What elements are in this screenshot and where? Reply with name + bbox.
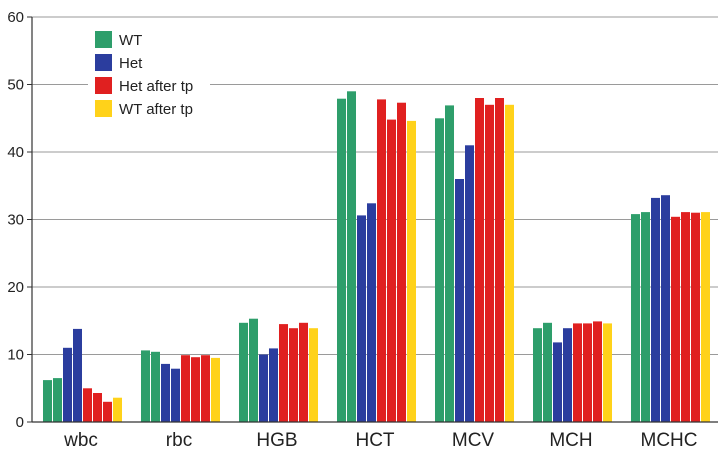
bar-MCV-het	[455, 179, 464, 422]
bar-MCHC-wt-after-tp	[701, 212, 710, 422]
bar-HCT-wt-after-tp	[407, 120, 416, 423]
bar-HCT-wt	[337, 98, 346, 422]
x-category-label: HGB	[256, 430, 297, 451]
bar-MCV-wt	[435, 118, 444, 423]
legend-swatch-wt-after-tp	[95, 100, 112, 117]
x-category-label: MCHC	[641, 430, 698, 451]
bar-wbc-het-after-tp	[103, 401, 112, 423]
bar-rbc-het-after-tp	[201, 355, 210, 422]
bar-wbc-het	[73, 328, 82, 422]
bar-rbc-het	[171, 368, 180, 422]
bar-MCHC-het-after-tp	[691, 212, 700, 422]
bar-MCHC-wt	[641, 212, 650, 422]
bar-MCH-wt-after-tp	[603, 323, 612, 422]
bar-HGB-wt	[249, 318, 258, 422]
bar-MCV-het	[465, 145, 474, 423]
bar-HGB-het-after-tp	[299, 322, 308, 422]
legend: WT Het Het after tp WT after tp	[88, 28, 210, 150]
bar-wbc-wt-after-tp	[113, 397, 122, 422]
legend-swatch-het	[95, 54, 112, 71]
bar-wbc-het-after-tp	[93, 393, 102, 422]
legend-swatch-het-after-tp	[95, 77, 112, 94]
bar-wbc-wt	[43, 380, 52, 422]
bar-MCHC-wt	[631, 214, 640, 422]
bar-MCHC-het	[661, 195, 670, 422]
y-tick-label: 60	[7, 9, 24, 26]
bar-HCT-wt	[347, 91, 356, 423]
bar-rbc-het-after-tp	[191, 357, 200, 422]
bar-HCT-het	[357, 215, 366, 422]
x-category-label: MCH	[549, 430, 592, 451]
bar-rbc-het	[161, 363, 170, 422]
bar-rbc-het-after-tp	[181, 355, 190, 422]
y-tick-label: 0	[16, 414, 24, 431]
bar-MCV-wt-after-tp	[505, 104, 514, 423]
bar-rbc-wt	[141, 350, 150, 422]
x-category-label: wbc	[63, 430, 98, 451]
bar-MCV-het-after-tp	[495, 98, 504, 422]
y-tick-label: 40	[7, 144, 24, 161]
bar-MCV-het-after-tp	[485, 104, 494, 423]
bar-MCHC-het-after-tp	[671, 216, 680, 422]
bar-HCT-het-after-tp	[397, 102, 406, 422]
y-tick-label: 30	[7, 212, 24, 229]
bar-MCHC-het	[651, 197, 660, 422]
bar-wbc-het-after-tp	[83, 388, 92, 423]
bar-HGB-wt-after-tp	[309, 328, 318, 422]
y-tick-label: 20	[7, 279, 24, 296]
y-tick-label: 10	[7, 347, 24, 364]
legend-swatch-wt	[95, 31, 112, 48]
axes	[27, 16, 718, 423]
x-category-label: HCT	[355, 430, 394, 451]
bar-wbc-het	[63, 347, 72, 423]
bars	[43, 91, 710, 423]
legend-label: WT	[119, 32, 142, 49]
bar-HGB-het-after-tp	[289, 328, 298, 422]
x-category-labels: wbc rbc HGB HCT MCV MCH MCHC	[63, 430, 697, 451]
legend-label: Het	[119, 55, 143, 72]
bar-HCT-het	[367, 203, 376, 422]
legend-label: WT after tp	[119, 101, 193, 118]
bar-HCT-het-after-tp	[377, 99, 386, 423]
bar-MCH-wt	[533, 328, 542, 422]
bar-rbc-wt	[151, 351, 160, 422]
bar-HCT-het-after-tp	[387, 119, 396, 422]
bar-MCV-het-after-tp	[475, 98, 484, 422]
bar-HGB-het-after-tp	[279, 324, 288, 422]
bar-wbc-wt	[53, 378, 62, 422]
bar-HGB-het	[269, 348, 278, 422]
x-category-label: MCV	[452, 430, 495, 451]
bar-MCV-wt	[445, 105, 454, 423]
bar-MCH-het-after-tp	[593, 321, 602, 422]
bar-MCH-wt	[543, 322, 552, 422]
bar-MCH-het-after-tp	[583, 323, 592, 422]
bar-MCHC-het-after-tp	[681, 212, 690, 422]
bar-HGB-het	[259, 354, 268, 422]
legend-label: Het after tp	[119, 78, 193, 95]
bar-MCH-het	[553, 342, 562, 422]
bar-rbc-wt-after-tp	[211, 357, 220, 422]
y-tick-labels: 0 10 20 30 40 50 60	[7, 9, 24, 431]
x-category-label: rbc	[166, 430, 192, 451]
bar-MCH-het-after-tp	[573, 323, 582, 422]
bar-MCH-het	[563, 328, 572, 422]
bar-HGB-wt	[239, 322, 248, 422]
y-tick-label: 50	[7, 77, 24, 94]
